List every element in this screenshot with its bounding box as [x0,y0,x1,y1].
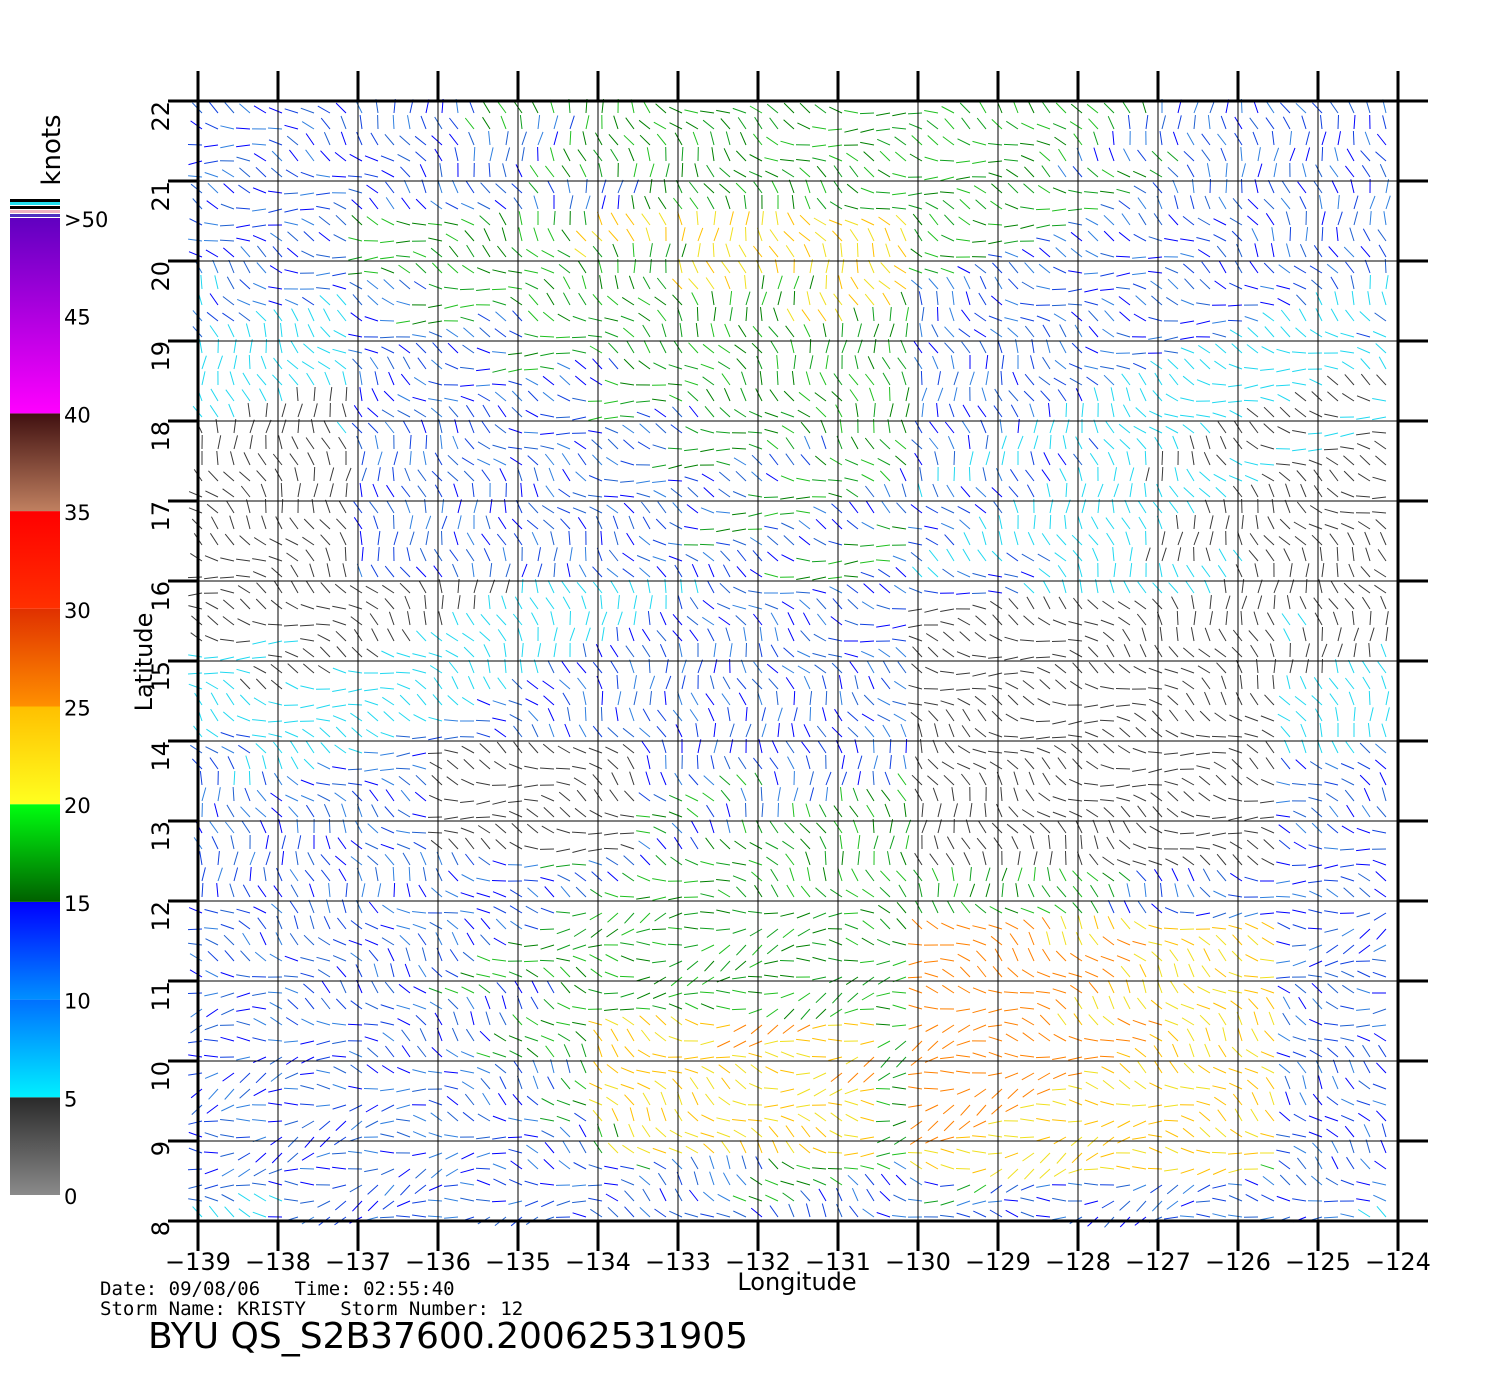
colorbar-label: 40 [64,403,91,427]
plot-frame [196,99,1400,1223]
x-tick-label: −129 [965,1248,1031,1276]
colorbar-label: 10 [64,990,91,1014]
x-tick-label: −134 [565,1248,631,1276]
y-tick-label: 22 [147,101,175,132]
x-tick-label: −139 [165,1248,231,1276]
y-tick-label: 19 [147,341,175,372]
colorbar-title: knots [37,114,67,185]
colorbar-band [10,1097,60,1195]
wind-vector-group [188,98,1387,1228]
storm-info-line: Storm Name: KRISTY Storm Number: 12 [100,1298,524,1320]
wind-vector-group [188,99,1387,1228]
y-tick-label: 16 [147,581,175,612]
y-tick-label: 9 [147,1141,175,1156]
y-tick-label: 13 [147,821,175,852]
colorbar: 0 5 10 15 20 25 30 35 40 45 >50 [10,199,108,1209]
y-tick-label: 10 [147,1061,175,1092]
x-tick-label: −128 [1045,1248,1111,1276]
x-tick-label: −137 [325,1248,391,1276]
x-tick-label: −125 [1285,1248,1351,1276]
colorbar-label: 20 [64,794,91,818]
wind-vectors [187,98,1391,1228]
y-tick-label: 18 [147,421,175,452]
x-tick-label: −136 [405,1248,471,1276]
date-time-line: Date: 09/08/06 Time: 02:55:40 [100,1278,455,1300]
x-tick-label: −127 [1125,1248,1191,1276]
x-tick-label: −132 [725,1248,791,1276]
colorbar-cap-stripe [10,202,60,205]
colorbar-label: 25 [64,697,91,721]
y-tick-label: 12 [147,901,175,932]
x-tick-label: −138 [245,1248,311,1276]
y-tick-label: 14 [147,741,175,772]
y-tick-label: 17 [147,501,175,532]
wind-vector-group [348,98,1275,1202]
colorbar-label: >50 [64,208,108,232]
y-tick-label: 8 [147,1221,175,1236]
colorbar-cap-stripe [10,206,60,209]
colorbar-band [10,706,60,805]
y-tick-label: 21 [147,181,175,212]
colorbar-band [10,511,60,609]
wind-vector-group [575,211,1275,1176]
x-tick-label: −135 [485,1248,551,1276]
colorbar-cap-stripe [10,214,60,217]
x-tick-label: −133 [645,1248,711,1276]
colorbar-cap-stripe [10,210,60,213]
y-tick-label: 11 [147,981,175,1012]
x-tick-label: −126 [1205,1248,1271,1276]
x-tick-label: −124 [1365,1248,1431,1276]
colorbar-band [10,999,60,1098]
colorbar-label: 5 [64,1087,77,1111]
colorbar-band [10,413,60,512]
colorbar-label: 0 [64,1185,77,1209]
y-tick-label: 15 [147,661,175,692]
wind-vector-group [348,98,1179,1206]
wind-vector-group [348,98,1147,1202]
colorbar-label: 45 [64,306,91,330]
colorbar-band [10,608,60,707]
product-id: BYU QS_S2B37600.20062531905 [148,1316,749,1357]
axis-labels: Longitude Latitude knots [37,114,857,1296]
wind-vector-group [187,373,1389,866]
wind-vector-group [574,211,1275,1180]
colorbar-label: 15 [64,892,91,916]
wind-vector-group [717,917,1163,1145]
x-tick-label: −131 [805,1248,871,1276]
colorbar-label: 30 [64,599,91,623]
y-tick-label: 20 [147,261,175,292]
colorbar-band [10,901,60,1000]
colorbar-band [10,804,60,902]
wind-vector-group [187,99,1387,1227]
y-axis-label: Latitude [130,613,158,712]
colorbar-label: 35 [64,501,91,525]
colorbar-band [10,218,60,414]
colorbar-cap-stripe [10,199,60,202]
x-axis-label: Longitude [737,1268,856,1296]
x-tick-label: −130 [885,1248,951,1276]
plot-grid: −139 −138 −137 −136 −135 −134 −133 −132 −131 −130… [147,71,1431,1276]
